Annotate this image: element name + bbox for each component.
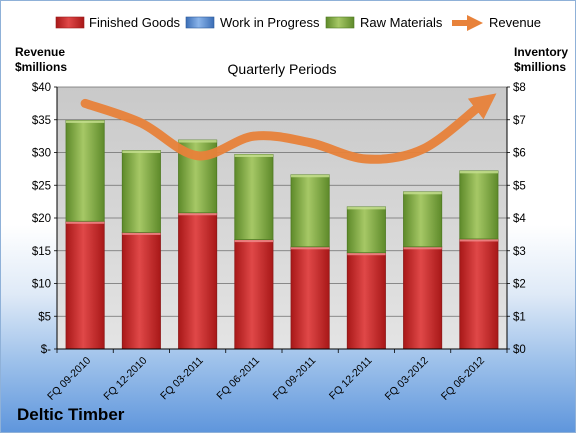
revenue-line [80, 93, 497, 164]
y-tick-label-right: $0 [513, 344, 526, 356]
y-tick-label-right: $8 [513, 82, 526, 94]
legend-swatch-work-in-progress [185, 16, 215, 29]
revenue-line-group [80, 93, 497, 164]
y-tick-label-left: $35 [32, 115, 51, 127]
bar-cap-finished-goods [347, 252, 386, 256]
bar-finished-goods [121, 232, 161, 350]
chart-title: Quarterly Periods [228, 61, 337, 77]
bar-finished-goods [346, 252, 386, 350]
y-tick-label-right: $4 [513, 213, 526, 225]
legend-label-raw-materials: Raw Materials [360, 15, 443, 30]
bar-finished-goods [459, 238, 499, 350]
legend-swatch-finished-goods [55, 16, 85, 29]
bar-cap-raw-materials [178, 140, 217, 143]
bar-finished-goods [403, 246, 443, 350]
bar-cap-raw-materials [234, 154, 273, 157]
x-tick-label: FQ 09-2011 [271, 355, 319, 403]
x-tick-label: FQ 12-2010 [101, 355, 149, 403]
y-tick-label-left: $10 [32, 279, 51, 291]
bar-cap-raw-materials [66, 120, 105, 123]
bar-cap-raw-materials [291, 174, 330, 178]
bar-cap-finished-goods [178, 212, 217, 216]
company-name: Deltic Timber [17, 405, 125, 424]
bar-finished-goods [65, 220, 105, 350]
bar-raw-materials [121, 150, 161, 233]
legend-label-revenue: Revenue [489, 15, 541, 30]
left-axis-title-line1: Revenue [15, 45, 65, 59]
x-tick-label: FQ 06-2012 [439, 355, 487, 403]
y-tick-label-left: $25 [32, 180, 51, 192]
legend-swatch-raw-materials [325, 16, 355, 29]
bar-cap-finished-goods [66, 221, 105, 224]
y-tick-label-right: $1 [513, 311, 526, 323]
x-tick-label: FQ 12-2011 [327, 355, 375, 403]
y-tick-label-left: $30 [32, 148, 51, 160]
y-tick-label-right: $2 [513, 279, 526, 291]
x-tick-label: FQ 09-2010 [45, 355, 93, 403]
y-tick-label-left: $5 [38, 311, 51, 323]
bar-raw-materials [65, 120, 105, 222]
legend-arrow-revenue [467, 15, 483, 31]
bar-cap-raw-materials [403, 191, 442, 195]
bar-cap-raw-materials [459, 170, 498, 174]
bar-cap-finished-goods [122, 232, 161, 235]
bar-finished-goods [290, 246, 330, 350]
x-tick-label: FQ 03-2011 [158, 355, 206, 403]
y-tick-label-left: $20 [32, 213, 51, 225]
bar-finished-goods [178, 212, 218, 350]
y-tick-label-right: $7 [513, 115, 526, 127]
bar-raw-materials [234, 154, 274, 241]
y-tick-label-right: $5 [513, 180, 526, 192]
bar-cap-finished-goods [234, 239, 273, 243]
legend-label-work-in-progress: Work in Progress [220, 15, 320, 30]
legend: Finished Goods Work in Progress Raw Mate… [55, 15, 541, 31]
y-tick-label-right: $3 [513, 246, 526, 258]
bar-cap-raw-materials [347, 206, 386, 210]
bars [65, 120, 499, 350]
y-tick-label-left: $- [41, 344, 51, 356]
left-axis-title-line2: $millions [15, 60, 67, 74]
right-axis-title-line2: $millions [514, 60, 566, 74]
legend-label-finished-goods: Finished Goods [89, 15, 181, 30]
right-axis-title-line1: Inventory [514, 45, 568, 59]
bar-cap-finished-goods [459, 238, 498, 242]
bar-cap-finished-goods [403, 246, 442, 250]
y-tick-label-left: $40 [32, 82, 51, 94]
bar-raw-materials [290, 174, 330, 248]
bar-raw-materials [459, 170, 499, 240]
bar-finished-goods [234, 239, 274, 350]
bar-cap-finished-goods [291, 246, 330, 250]
bar-raw-materials [403, 191, 443, 248]
y-tick-label-right: $6 [513, 148, 526, 160]
bar-cap-raw-materials [122, 150, 161, 154]
x-tick-label: FQ 06-2011 [214, 355, 262, 403]
y-tick-label-left: $15 [32, 246, 51, 258]
x-tick-label: FQ 03-2012 [383, 355, 431, 403]
bar-raw-materials [346, 206, 386, 254]
